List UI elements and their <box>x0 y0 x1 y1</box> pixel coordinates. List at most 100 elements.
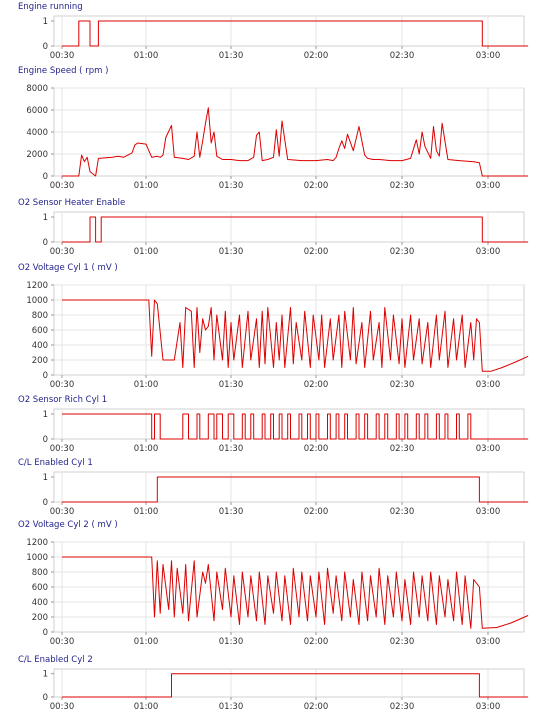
chart-title: O2 Sensor Heater Enable <box>18 198 126 208</box>
x-tick-label: 01:00 <box>134 637 159 647</box>
y-tick-label: 0 <box>43 172 48 182</box>
x-tick-label: 03:00 <box>476 507 501 517</box>
series-line <box>62 556 529 629</box>
x-tick-label: 02:30 <box>390 51 415 61</box>
x-tick-label: 01:00 <box>134 51 159 61</box>
x-tick-label: 03:00 <box>476 380 501 390</box>
x-tick-label: 01:30 <box>219 380 244 390</box>
x-tick-label: 02:00 <box>304 380 329 390</box>
chart-panel: C/L Enabled Cyl 1 00:30 01:00 01:30 02:00 02:… <box>0 458 540 520</box>
plot-frame <box>53 211 525 243</box>
y-tick-label: 0 <box>43 628 48 638</box>
x-tick-label: 01:30 <box>219 444 244 454</box>
chart-title: C/L Enabled Cyl 2 <box>18 655 93 665</box>
chart-panel: O2 Voltage Cyl 2 ( mV ) 00:30 01:00 01:30 02… <box>0 520 540 650</box>
series-line <box>62 476 529 503</box>
chart-title: Engine Speed ( rpm ) <box>18 66 109 76</box>
chart-panel: C/L Enabled Cyl 2 00:30 01:00 01:30 02:00 02:… <box>0 655 540 715</box>
x-tick-label: 00:30 <box>50 380 75 390</box>
x-tick-label: 02:00 <box>304 247 329 257</box>
y-tick-label: 1 <box>43 473 48 483</box>
series-line <box>62 107 529 177</box>
x-tick-label: 03:00 <box>476 637 501 647</box>
x-tick-label: 01:30 <box>219 507 244 517</box>
y-tick-label: 200 <box>32 613 48 623</box>
y-tick-label: 1 <box>43 213 48 223</box>
x-tick-label: 01:00 <box>134 181 159 191</box>
x-tick-label: 00:30 <box>50 507 75 517</box>
x-tick-label: 01:00 <box>134 444 159 454</box>
x-tick-label: 00:30 <box>50 181 75 191</box>
y-tick-label: 1 <box>43 670 48 680</box>
x-tick-label: 01:30 <box>219 181 244 191</box>
x-tick-label: 02:00 <box>304 637 329 647</box>
chart-plot: 00:30 01:00 01:30 02:00 02:30 03:00 0 1 <box>43 211 529 257</box>
x-tick-label: 01:00 <box>134 380 159 390</box>
y-tick-label: 1 <box>43 17 48 27</box>
x-tick-label: 02:30 <box>390 247 415 257</box>
x-tick-label: 01:00 <box>134 702 159 712</box>
x-tick-label: 02:00 <box>304 444 329 454</box>
y-tick-label: 400 <box>32 341 48 351</box>
x-tick-label: 00:30 <box>50 637 75 647</box>
x-tick-label: 00:30 <box>50 51 75 61</box>
chart-plot: 00:30 01:00 01:30 02:00 02:30 03:00 0 200 400 600… <box>26 281 529 390</box>
y-tick-label: 0 <box>43 693 48 703</box>
chart-plot: 00:30 01:00 01:30 02:00 02:30 03:00 0 1 <box>43 15 529 61</box>
x-tick-label: 01:00 <box>134 507 159 517</box>
x-tick-label: 03:00 <box>476 51 501 61</box>
x-tick-label: 01:00 <box>134 247 159 257</box>
plot-frame <box>53 471 525 503</box>
chart-title: O2 Sensor Rich Cyl 1 <box>18 395 108 405</box>
chart-panel: Engine Speed ( rpm ) 00:30 01:00 01:30 02:00… <box>0 66 540 194</box>
x-tick-label: 03:00 <box>476 444 501 454</box>
y-tick-label: 1200 <box>26 281 48 291</box>
chart-panel: Engine running 00:30 01:00 01:30 02:00 02:30 0… <box>0 2 540 64</box>
y-tick-label: 0 <box>43 42 48 52</box>
x-tick-label: 01:30 <box>219 51 244 61</box>
y-tick-label: 600 <box>32 326 48 336</box>
series-line <box>62 413 529 440</box>
chart-panel: O2 Voltage Cyl 1 ( mV ) 00:30 01:00 01:30 02… <box>0 263 540 393</box>
x-tick-label: 02:30 <box>390 181 415 191</box>
x-tick-label: 01:30 <box>219 637 244 647</box>
y-tick-label: 1000 <box>26 553 48 563</box>
y-tick-label: 4000 <box>26 128 48 138</box>
y-tick-label: 800 <box>32 568 48 578</box>
y-tick-label: 1 <box>43 410 48 420</box>
plot-frame <box>53 668 525 698</box>
x-tick-label: 03:00 <box>476 702 501 712</box>
y-tick-label: 600 <box>32 583 48 593</box>
y-tick-label: 1200 <box>26 538 48 548</box>
y-tick-label: 8000 <box>26 84 48 94</box>
x-tick-label: 02:00 <box>304 507 329 517</box>
y-tick-label: 6000 <box>26 106 48 116</box>
x-tick-label: 00:30 <box>50 247 75 257</box>
x-tick-label: 01:30 <box>219 702 244 712</box>
chart-plot: 00:30 01:00 01:30 02:00 02:30 03:00 0 1 <box>43 408 529 454</box>
x-tick-label: 00:30 <box>50 702 75 712</box>
y-tick-label: 800 <box>32 311 48 321</box>
plot-frame <box>53 408 525 440</box>
y-tick-label: 200 <box>32 356 48 366</box>
x-tick-label: 02:30 <box>390 637 415 647</box>
y-tick-label: 1000 <box>26 296 48 306</box>
x-tick-label: 02:30 <box>390 380 415 390</box>
y-tick-label: 2000 <box>26 150 48 160</box>
chart-plot: 00:30 01:00 01:30 02:00 02:30 03:00 0 200 400 600… <box>26 538 529 647</box>
x-tick-label: 02:30 <box>390 507 415 517</box>
x-tick-label: 02:30 <box>390 444 415 454</box>
x-tick-label: 03:00 <box>476 247 501 257</box>
series-line <box>62 20 529 47</box>
series-line <box>62 299 529 372</box>
y-tick-label: 0 <box>43 498 48 508</box>
x-tick-label: 02:00 <box>304 51 329 61</box>
chart-panel: O2 Sensor Heater Enable 00:30 01:00 01:30 02… <box>0 198 540 260</box>
y-tick-label: 400 <box>32 598 48 608</box>
y-tick-label: 0 <box>43 371 48 381</box>
chart-plot: 00:30 01:00 01:30 02:00 02:30 03:00 0 2000 4000 6… <box>26 84 529 191</box>
plot-frame <box>53 15 525 47</box>
x-tick-label: 02:30 <box>390 702 415 712</box>
y-tick-label: 0 <box>43 435 48 445</box>
